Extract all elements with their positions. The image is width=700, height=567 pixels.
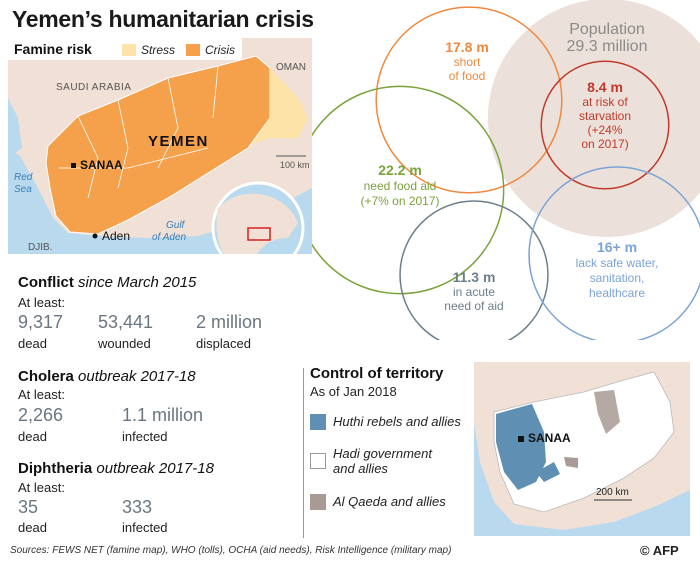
conflict-subheading: since March 2015 (78, 274, 197, 291)
aden-marker (92, 233, 98, 239)
map-red-sea (8, 98, 22, 158)
conflict-heading: Conflict since March 2015 (18, 274, 197, 291)
bubble-label-starvation-0: 8.4 m (587, 79, 623, 95)
map-crisis-area (45, 55, 271, 235)
bubble-label-water-1: lack safe water, (576, 256, 659, 270)
bubble-short_of_food (375, 6, 563, 194)
legend-crisis-swatch (186, 44, 200, 56)
legend-hadi-line1: Hadi government (333, 446, 432, 461)
conflict-displaced-value: 2 million (196, 312, 263, 332)
section-divider (303, 368, 304, 538)
label-scale: 100 km (280, 160, 310, 170)
control-subheading: As of Jan 2018 (310, 384, 397, 399)
cholera-dead-label: dead (18, 429, 47, 444)
cholera-subheading: outbreak 2017-18 (78, 368, 196, 385)
control-map-hadi (493, 371, 675, 513)
legend-huthi-label: Huthi rebels and allies (333, 414, 461, 429)
bubble-label-starvation-4: on 2017) (581, 137, 628, 151)
control-map-sea (474, 422, 690, 536)
control-map-huthi (496, 404, 546, 490)
famine-map: Famine risk Stress Crisis SAUDI ARABIA O… (8, 38, 312, 275)
cholera-infected-value: 1.1 million (122, 405, 204, 425)
diphtheria-atleast: At least: (18, 480, 65, 495)
label-gulf-1: Gulf (166, 220, 186, 231)
page-title: Yemen’s humanitarian crisis (12, 6, 314, 32)
control-map-huthi-2 (536, 462, 560, 482)
bubble-label-short_of_food-2: of food (449, 69, 486, 83)
sanaa-marker (71, 163, 76, 168)
bubble-label-water-2: sanitation, (590, 271, 645, 285)
bubble-label-acute_aid-0: 11.3 m (453, 269, 496, 285)
bubble-label-water-3: healthcare (589, 286, 645, 300)
bubble-label-starvation-1: at risk of (582, 95, 628, 109)
bubble-label-starvation-3: (+24% (587, 123, 622, 137)
cholera-infected-label: infected (122, 429, 168, 444)
bubble-population (487, 0, 700, 238)
bubble-starvation (540, 60, 670, 190)
control-map-alqaeda-1 (594, 390, 620, 434)
control-map-alqaeda-2 (564, 457, 578, 468)
cholera-heading: Cholera outbreak 2017-18 (18, 368, 196, 385)
label-sanaa: SANAA (80, 158, 123, 172)
control-sanaa-marker (518, 436, 524, 442)
legend-alqaeda-label: Al Qaeda and allies (333, 494, 446, 509)
diphtheria-subheading: outbreak 2017-18 (96, 460, 214, 477)
bubble-label-food_aid-2: (+7% on 2017) (360, 194, 439, 208)
cholera-dead-value: 2,266 (18, 405, 64, 425)
control-map: SANAA 200 km (474, 362, 690, 536)
inset-highlight (247, 227, 271, 241)
conflict-wounded-value: 53,441 (98, 312, 154, 332)
conflict-dead-label: dead (18, 336, 47, 351)
conflict-dead-value: 9,317 (18, 312, 64, 332)
bubble-label-food_aid-1: need food aid (364, 179, 437, 193)
conflict-atleast: At least: (18, 295, 65, 310)
famine-heading: Famine risk (14, 41, 92, 57)
control-map-svg: SANAA 200 km (474, 362, 690, 536)
bubble-label-short_of_food-1: short (454, 55, 481, 69)
diphtheria-dead-value: 35 (18, 497, 39, 517)
map-stress-area-2 (270, 68, 308, 138)
diphtheria-infected-label: infected (122, 520, 168, 535)
bubble-chart: Population 29.3 million 17.8 m short of food… (295, 0, 700, 350)
conflict-displaced-label: displaced (196, 336, 251, 351)
label-aden: Aden (102, 229, 130, 243)
legend-hadi-label: Hadi government and allies (333, 446, 473, 476)
label-gulf-2: of Aden (152, 232, 187, 243)
map-district-lines (58, 65, 219, 199)
bubble-label-food_aid-0: 22.2 m (378, 162, 422, 178)
control-label-scale: 200 km (596, 487, 629, 498)
control-label-sanaa: SANAA (528, 431, 571, 445)
famine-map-svg: Famine risk Stress Crisis SAUDI ARABIA O… (8, 38, 312, 275)
legend-stress-label: Stress (141, 43, 175, 57)
legend-hadi-line2: and allies (333, 461, 388, 476)
label-red-sea-1: Red (14, 172, 33, 183)
legend-stress-swatch (122, 44, 136, 56)
bubble-label-population-0: Population (569, 21, 645, 38)
legend-alqaeda-swatch (310, 494, 326, 510)
label-saudi: SAUDI ARABIA (56, 82, 131, 93)
legend-hadi-swatch (310, 453, 326, 469)
bubble-label-starvation-2: starvation (579, 109, 631, 123)
conflict-wounded-label: wounded (98, 336, 151, 351)
bubble-label-water-0: 16+ m (597, 239, 637, 255)
label-djib: DJIB. (28, 242, 52, 253)
label-yemen: YEMEN (148, 133, 209, 150)
bubble-label-acute_aid-1: in acute (453, 285, 495, 299)
bubble-label-short_of_food-0: 17.8 m (445, 39, 489, 55)
diphtheria-heading: Diphtheria outbreak 2017-18 (18, 460, 214, 477)
label-oman: OMAN (276, 62, 306, 73)
legend-crisis-label: Crisis (205, 43, 235, 57)
label-red-sea-2: Sea (14, 184, 32, 195)
afp-credit: © AFP (640, 543, 679, 558)
diphtheria-dead-label: dead (18, 520, 47, 535)
cholera-atleast: At least: (18, 387, 65, 402)
control-heading: Control of territory (310, 365, 444, 382)
sources-text: Sources: FEWS NET (famine map), WHO (tol… (10, 545, 452, 556)
bubble-label-acute_aid-2: need of aid (444, 299, 503, 313)
diphtheria-infected-value: 333 (122, 497, 153, 517)
inset-land (216, 193, 298, 266)
legend-huthi-swatch (310, 414, 326, 430)
bubble-label-population-1: 29.3 million (567, 38, 648, 55)
